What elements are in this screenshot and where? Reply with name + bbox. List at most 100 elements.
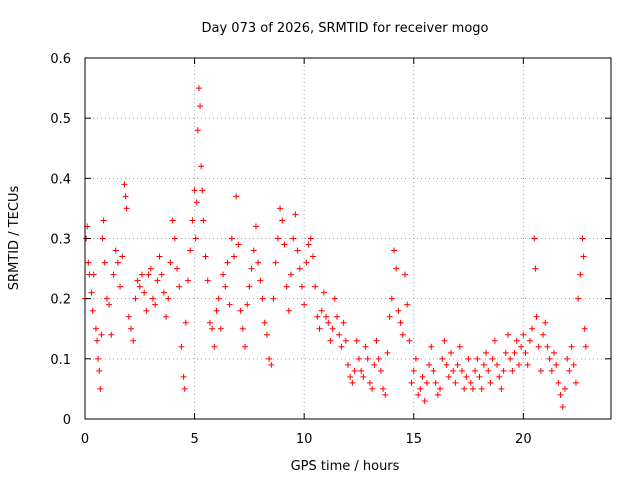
data-point	[485, 367, 492, 374]
data-point	[160, 289, 167, 296]
data-point	[294, 247, 301, 254]
data-point	[334, 313, 341, 320]
data-point	[522, 349, 529, 356]
data-point	[217, 325, 224, 332]
data-point	[325, 319, 332, 326]
data-point	[369, 385, 376, 392]
data-point	[380, 385, 387, 392]
data-point	[263, 331, 270, 338]
data-point	[384, 349, 391, 356]
data-point	[518, 343, 525, 350]
data-point	[121, 181, 128, 188]
data-point	[92, 325, 99, 332]
data-point	[491, 337, 498, 344]
data-point	[88, 289, 95, 296]
data-point	[222, 283, 229, 290]
data-point	[577, 271, 584, 278]
data-point	[443, 361, 450, 368]
data-point	[386, 313, 393, 320]
data-point	[515, 361, 522, 368]
data-point	[496, 373, 503, 380]
data-point	[244, 301, 251, 308]
data-point	[557, 391, 564, 398]
data-point	[513, 337, 520, 344]
data-point	[101, 259, 108, 266]
y-axis-label: SRMTID / TECUs	[7, 186, 22, 291]
data-point	[338, 343, 345, 350]
data-point	[340, 319, 347, 326]
data-point	[401, 271, 408, 278]
data-point	[439, 355, 446, 362]
data-point	[526, 337, 533, 344]
data-point	[266, 355, 273, 362]
data-point	[537, 367, 544, 374]
data-point	[193, 199, 200, 206]
data-point	[189, 217, 196, 224]
data-point	[123, 205, 130, 212]
data-point	[504, 331, 511, 338]
data-point	[279, 217, 286, 224]
data-point	[318, 307, 325, 314]
data-point	[134, 277, 141, 284]
data-point	[281, 241, 288, 248]
data-point	[524, 361, 531, 368]
data-point	[231, 253, 238, 260]
data-point	[469, 385, 476, 392]
data-point	[108, 331, 115, 338]
data-point	[551, 349, 558, 356]
data-point	[187, 247, 194, 254]
data-point	[520, 331, 527, 338]
x-tick-label: 10	[296, 432, 313, 447]
data-point	[149, 295, 156, 302]
data-point	[489, 355, 496, 362]
data-point	[154, 277, 161, 284]
data-point	[174, 265, 181, 272]
data-point	[415, 391, 422, 398]
data-point	[452, 379, 459, 386]
data-point	[568, 343, 575, 350]
data-point	[90, 271, 97, 278]
data-point	[533, 313, 540, 320]
data-point	[114, 259, 121, 266]
data-point	[410, 367, 417, 374]
data-point	[428, 343, 435, 350]
data-point	[147, 265, 154, 272]
data-point	[99, 235, 106, 242]
data-point	[553, 361, 560, 368]
data-point	[456, 343, 463, 350]
x-tick-label: 15	[405, 432, 422, 447]
data-point	[132, 295, 139, 302]
data-point	[454, 361, 461, 368]
x-tick-label: 5	[190, 432, 198, 447]
y-tick-label: 0	[63, 413, 71, 428]
data-point	[143, 307, 150, 314]
data-point	[158, 271, 165, 278]
data-point	[199, 187, 206, 194]
data-point	[476, 373, 483, 380]
data-point	[204, 277, 211, 284]
data-point	[408, 379, 415, 386]
data-point	[112, 247, 119, 254]
data-point	[171, 235, 178, 242]
data-point	[511, 349, 518, 356]
data-point	[480, 361, 487, 368]
data-point	[206, 319, 213, 326]
data-point	[397, 319, 404, 326]
data-point	[412, 355, 419, 362]
data-point	[298, 283, 305, 290]
data-point	[198, 163, 205, 170]
data-point	[580, 253, 587, 260]
data-point	[487, 379, 494, 386]
data-point	[581, 325, 588, 332]
data-point	[445, 373, 452, 380]
data-point	[237, 307, 244, 314]
data-point	[349, 379, 356, 386]
data-point	[395, 307, 402, 314]
data-point	[320, 289, 327, 296]
data-point	[345, 361, 351, 368]
data-point	[167, 259, 174, 266]
y-tick-label: 0.5	[50, 112, 71, 127]
y-tick-label: 0.4	[50, 172, 71, 187]
data-point	[95, 355, 102, 362]
